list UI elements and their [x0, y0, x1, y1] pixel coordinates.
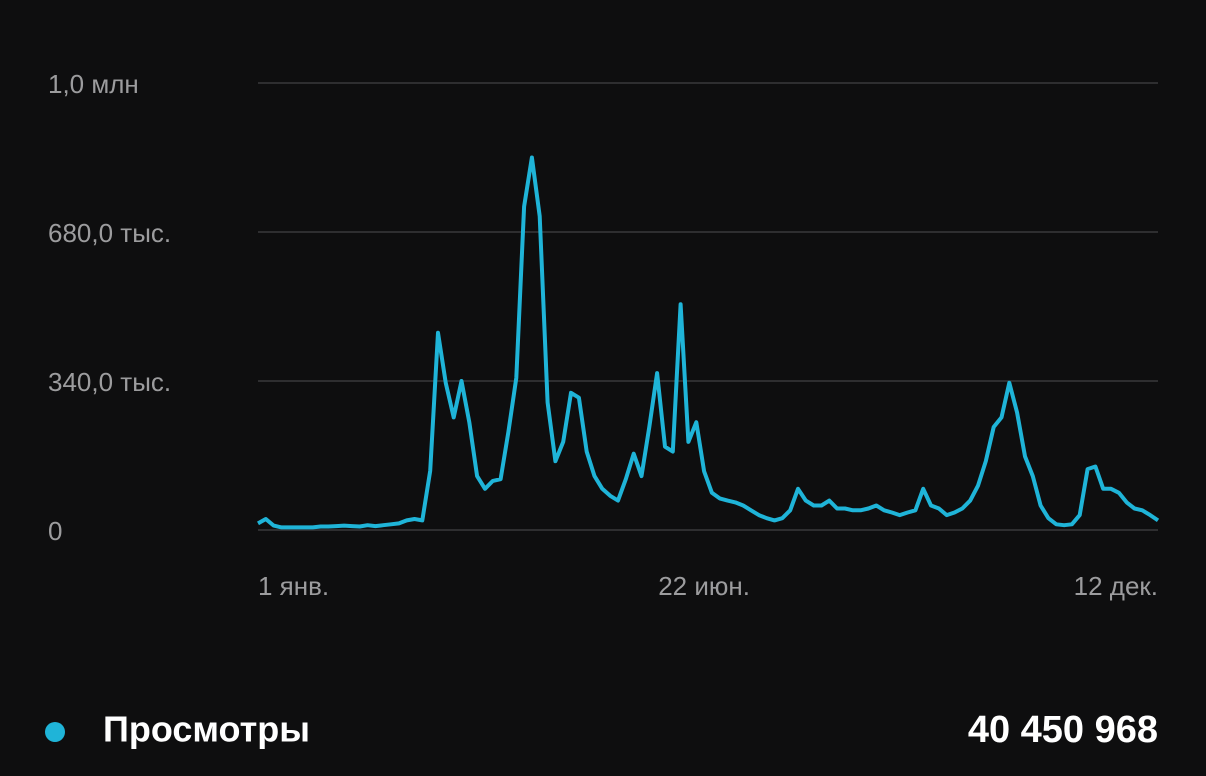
y-tick-label: 340,0 тыс.	[48, 367, 171, 397]
legend-label: Просмотры	[103, 709, 310, 750]
line	[257, 155, 1160, 530]
x-tick-label: 22 июн.	[658, 571, 750, 601]
y-tick-label: 0	[48, 516, 62, 546]
y-tick-label: 680,0 тыс.	[48, 218, 171, 248]
x-tick-label: 12 дек.	[1074, 571, 1158, 601]
legend-marker	[45, 722, 65, 742]
x-tick-label: 1 янв.	[258, 571, 329, 601]
y-tick-label: 1,0 млн	[48, 69, 139, 99]
total-value: 40 450 968	[968, 709, 1158, 751]
